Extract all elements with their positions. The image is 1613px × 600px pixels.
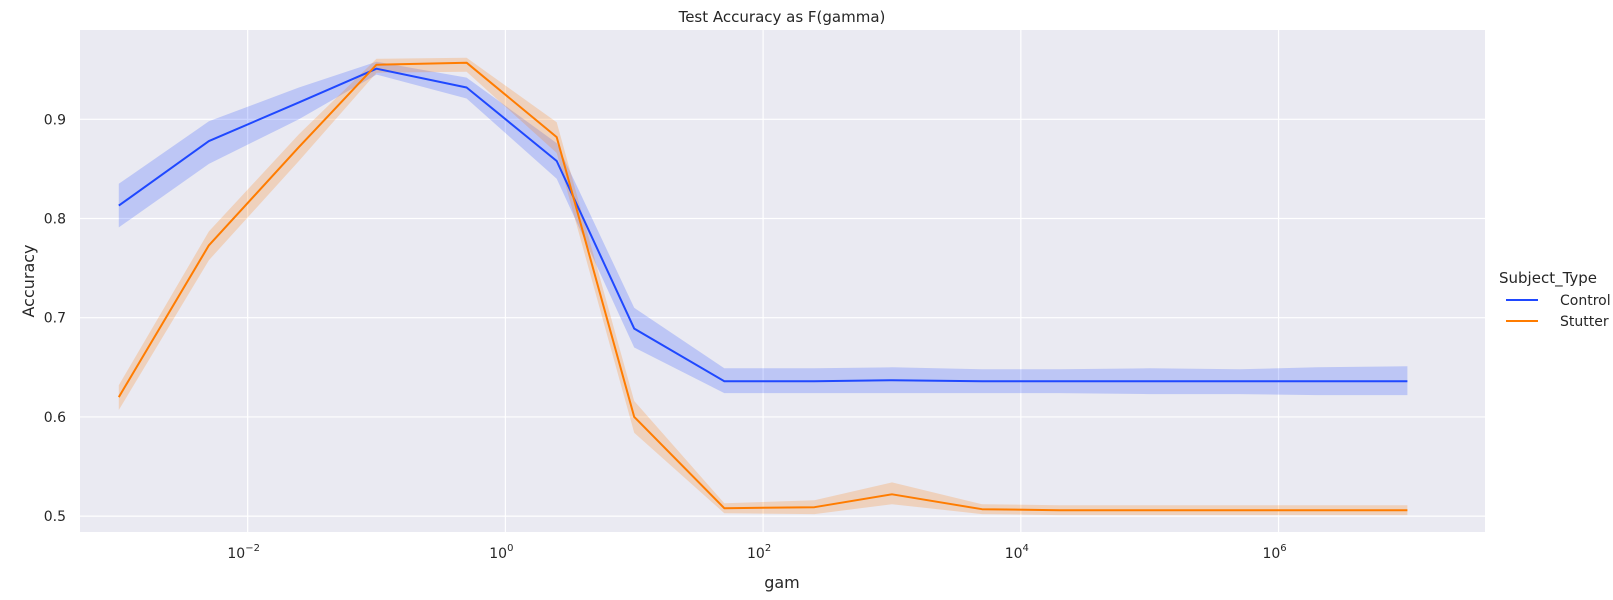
chart-title: Test Accuracy as F(gamma): [678, 8, 886, 26]
y-tick-label: 0.7: [44, 311, 66, 327]
legend-title: Subject_Type: [1499, 269, 1597, 288]
y-axis-title: Accuracy: [19, 244, 38, 317]
x-tick-label: 102: [747, 543, 771, 562]
x-axis-ticks: 10−2 100 102 104 106: [227, 543, 1286, 562]
legend: Subject_Type Control Stutter: [1499, 269, 1611, 330]
y-tick-label: 0.8: [44, 211, 66, 227]
y-axis-ticks: 0.5 0.6 0.7 0.8 0.9: [44, 112, 66, 525]
y-tick-label: 0.5: [44, 509, 66, 525]
series-line-control: [118, 67, 1408, 383]
legend-label-control: Control: [1560, 293, 1611, 309]
y-tick-label: 0.9: [44, 112, 66, 128]
series-line-stutter: [117, 61, 1408, 512]
x-tick-label: 10−2: [227, 543, 260, 562]
plot-area: [80, 30, 1485, 532]
x-axis-title: gam: [764, 573, 800, 592]
x-tick-label: 100: [489, 543, 513, 562]
legend-label-stutter: Stutter: [1560, 314, 1609, 330]
series-lines: [117, 61, 1408, 512]
y-tick-label: 0.6: [44, 410, 66, 426]
grid-lines: [80, 30, 1485, 532]
x-tick-label: 106: [1262, 543, 1286, 562]
x-tick-label: 104: [1005, 543, 1029, 562]
